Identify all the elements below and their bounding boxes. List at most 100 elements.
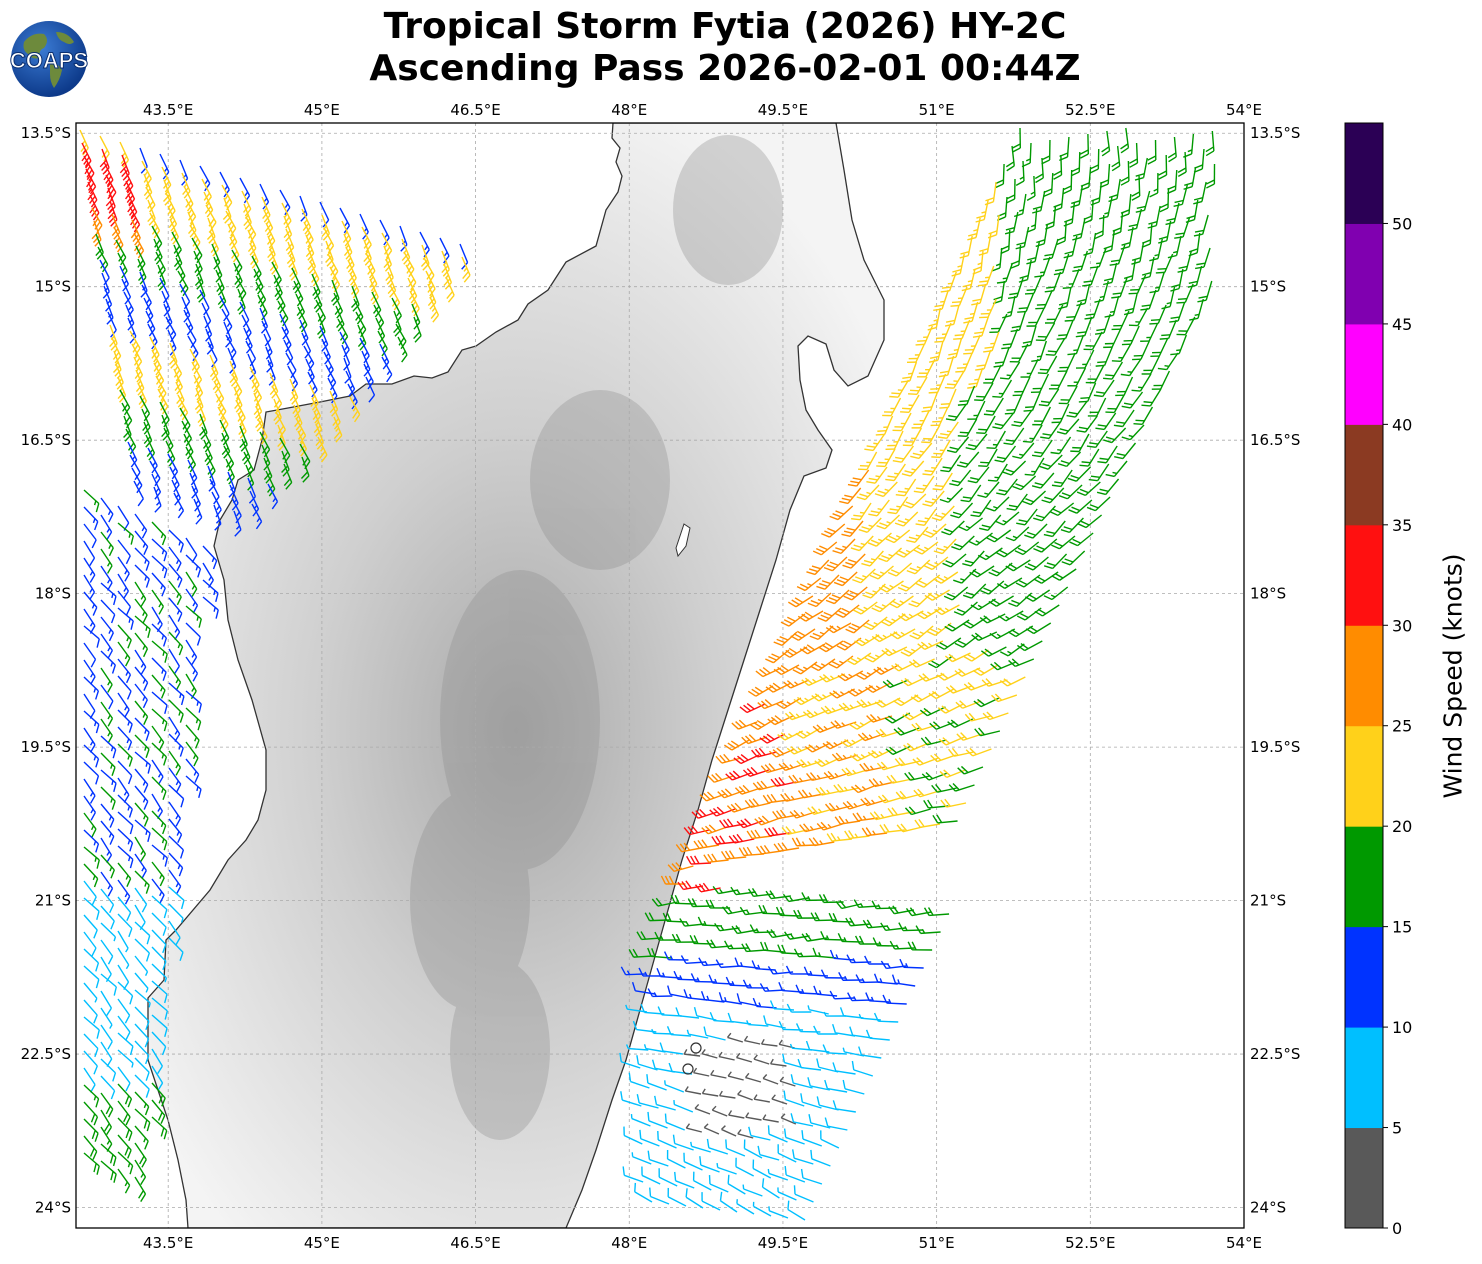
wind-barb: [1034, 604, 1060, 617]
wind-barb: [721, 1125, 737, 1137]
wind-barb: [667, 862, 694, 873]
wind-barb: [151, 827, 168, 851]
wind-barb: [878, 580, 904, 593]
wind-barb: [965, 433, 988, 451]
colorbar-bin: [1345, 1127, 1383, 1229]
wind-barb: [134, 547, 150, 571]
wind-barb: [924, 589, 950, 601]
wind-barb: [100, 922, 117, 942]
wind-barb: [963, 649, 989, 662]
wind-barb: [856, 699, 883, 708]
wind-barb: [151, 997, 168, 1020]
wind-barb: [231, 497, 242, 524]
wind-barb: [1111, 310, 1130, 331]
wind-barb: [241, 438, 251, 465]
wind-barb: [1097, 445, 1118, 464]
wind-barb: [151, 555, 168, 579]
colorbar-tick-label: 40: [1392, 415, 1412, 434]
wind-barb: [237, 288, 246, 315]
wind-barb: [714, 922, 740, 932]
wind-barb: [1174, 217, 1191, 239]
wind-barb: [277, 300, 289, 327]
wind-barb: [202, 545, 218, 570]
wind-barb: [831, 752, 858, 762]
wind-barb: [171, 231, 182, 258]
wind-barb: [247, 229, 257, 256]
wind-barb: [117, 794, 133, 818]
wind-barb: [876, 514, 900, 530]
wind-barb: [711, 1105, 728, 1117]
wind-barb: [898, 922, 924, 932]
wind-barb: [806, 559, 830, 576]
wind-barb: [752, 780, 779, 791]
wind-barb: [821, 523, 846, 538]
wind-barb: [910, 442, 933, 460]
wind-barb: [768, 747, 795, 758]
wind-barb: [83, 557, 96, 583]
wind-barb: [1150, 337, 1169, 357]
wind-barb: [749, 924, 775, 934]
wind-barb: [744, 798, 771, 809]
wind-barb: [83, 1118, 99, 1142]
wind-barb: [151, 538, 168, 562]
wind-barb: [654, 1095, 676, 1111]
wind-barb: [832, 1100, 856, 1113]
wind-barb: [1132, 340, 1150, 361]
wind-barb: [1033, 505, 1056, 522]
wind-barb: [359, 337, 370, 364]
wind-barb: [1031, 472, 1055, 489]
wind-barb: [133, 480, 144, 507]
wind-barb: [283, 463, 293, 490]
wind-barb: [787, 595, 814, 608]
wind-barb: [796, 759, 823, 768]
wind-barb: [185, 690, 202, 713]
wind-barb: [829, 505, 854, 521]
wind-barb: [967, 217, 981, 241]
wind-barb: [100, 531, 114, 557]
wind-barb: [317, 312, 326, 339]
wind-barb: [134, 1108, 151, 1132]
wind-barb: [703, 1123, 720, 1135]
wind-barb: [868, 499, 890, 517]
wind-barb: [141, 160, 152, 187]
wind-barb: [934, 322, 952, 343]
wind-barb: [889, 628, 916, 640]
wind-barb: [405, 264, 417, 291]
wind-barb: [168, 903, 184, 923]
wind-barb: [1111, 145, 1121, 172]
wind-barb: [1051, 568, 1077, 581]
wind-barb: [705, 899, 731, 909]
wind-barb: [980, 646, 1007, 657]
wind-barb: [1057, 352, 1076, 372]
wind-barb: [930, 753, 957, 763]
wind-barb: [83, 914, 98, 939]
wind-barb: [1076, 481, 1101, 497]
wind-barb: [117, 624, 132, 649]
wind-barb: [971, 631, 998, 642]
wind-barb: [918, 673, 945, 682]
colorbar-bin: [1345, 424, 1383, 526]
wind-barb: [1070, 184, 1084, 209]
wind-barb: [737, 1129, 754, 1139]
wind-barb: [1070, 151, 1081, 177]
wind-barb: [100, 1024, 113, 1050]
wind-barb: [820, 1130, 840, 1149]
wind-barb: [83, 642, 97, 668]
wind-barb: [134, 870, 150, 894]
wind-barb: [168, 733, 184, 757]
wind-barb: [847, 685, 873, 697]
wind-barb: [908, 658, 935, 668]
wind-barb: [819, 673, 846, 683]
wind-barb: [807, 1005, 829, 1015]
wind-barb: [970, 499, 992, 518]
wind-barb: [100, 1075, 116, 1100]
wind-barb: [117, 1168, 131, 1194]
wind-barb: [636, 1094, 659, 1109]
wind-barb: [1128, 274, 1147, 295]
wind-barb: [745, 1112, 762, 1121]
wind-barb: [741, 943, 767, 953]
wind-barb: [867, 532, 892, 547]
wind-barb: [766, 929, 793, 939]
wind-barb: [1005, 559, 1031, 572]
